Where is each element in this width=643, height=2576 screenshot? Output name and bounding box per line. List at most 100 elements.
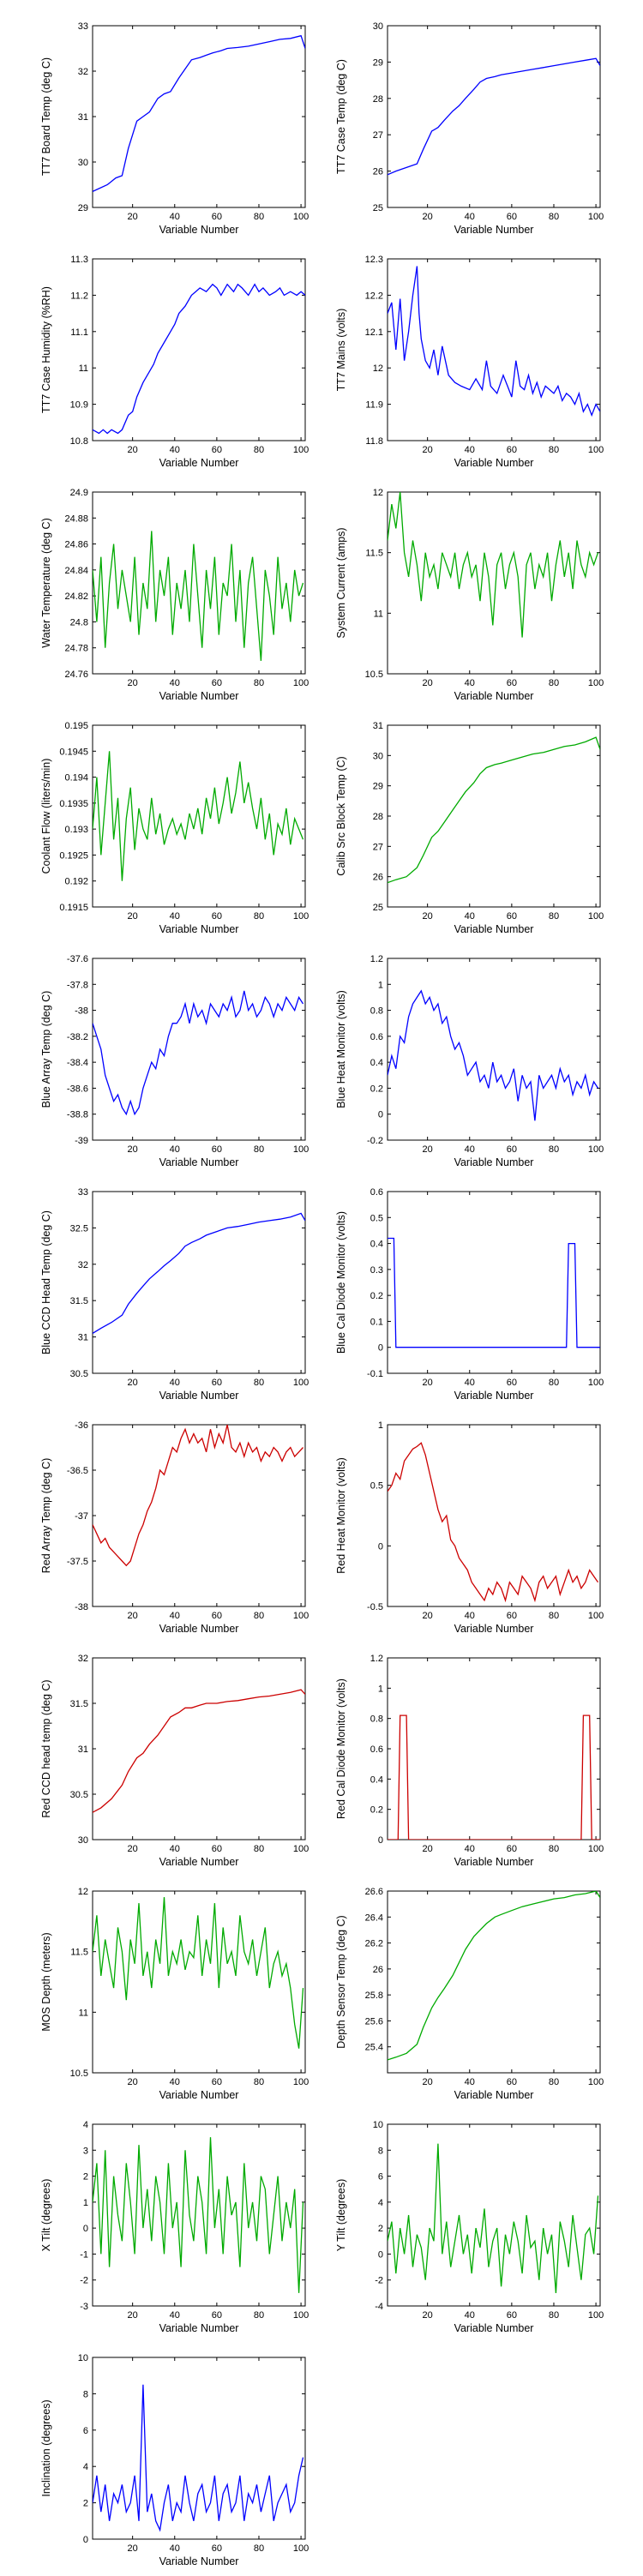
x-tick-label: 40 — [465, 1844, 475, 1854]
x-tick-label: 40 — [170, 678, 180, 688]
y-tick-label: 0.2 — [370, 1291, 383, 1301]
y-tick-label: 12 — [78, 1887, 88, 1897]
y-tick-label: 0.1 — [370, 1317, 383, 1327]
y-tick-label: 33 — [78, 21, 88, 32]
y-tick-label: 0.195 — [64, 721, 88, 731]
series-line — [388, 2143, 599, 2293]
y-tick-label: 31 — [78, 1333, 88, 1343]
y-tick-label: 1.2 — [370, 954, 383, 964]
x-tick-label: 80 — [549, 1844, 559, 1854]
x-tick-label: 60 — [507, 2077, 517, 2087]
y-tick-label: 10 — [78, 2353, 88, 2363]
y-tick-label: 30 — [78, 1835, 88, 1846]
series-line — [93, 2137, 304, 2293]
y-tick-label: 0.1925 — [59, 850, 88, 861]
x-tick-label: 40 — [465, 2310, 475, 2321]
x-tick-label: 100 — [588, 911, 604, 922]
y-tick-label: -0.5 — [367, 1602, 383, 1612]
y-tick-label: 12.1 — [365, 327, 383, 338]
y-tick-label: 26 — [373, 873, 383, 883]
x-tick-label: 100 — [588, 1844, 604, 1854]
x-tick-label: 20 — [423, 911, 433, 922]
y-tick-label: -38.8 — [67, 1110, 88, 1120]
y-tick-label: 10.5 — [70, 2069, 88, 2079]
y-tick-label: 0.192 — [64, 877, 88, 887]
y-tick-label: 31.5 — [70, 1296, 88, 1306]
x-tick-label: 40 — [170, 1844, 180, 1854]
y-tick-label: -37.8 — [67, 980, 88, 990]
x-tick-label: 80 — [254, 678, 264, 688]
y-tick-label: 26 — [373, 1965, 383, 1975]
plot-frame — [92, 1191, 306, 1374]
y-tick-label: 11.5 — [365, 549, 383, 559]
plot-frame — [387, 1191, 601, 1374]
plot-frame — [92, 2123, 306, 2307]
y-tick-label: 8 — [378, 2146, 383, 2156]
series-line — [93, 34, 305, 192]
x-tick-label: 100 — [293, 1611, 309, 1621]
x-tick-label: 60 — [507, 445, 517, 455]
x-axis-label: Variable Number — [159, 690, 239, 702]
chart-panel-2: 20 40 60 80 100 25 26 27 28 29 30 Variable Number TT… — [335, 21, 604, 236]
y-tick-label: 30 — [78, 158, 88, 168]
y-axis-label: X Tilt (degrees) — [40, 2179, 52, 2252]
chart-panel-10: 20 40 60 80 100 -0.2 0 0.2 0.4 0.6 0.8 1 1.2 Variable… — [335, 954, 604, 1168]
chart-panel-1: 20 40 60 80 100 29 30 31 32 33 Variable Number TT7 … — [40, 21, 309, 236]
x-tick-label: 60 — [507, 1144, 517, 1155]
y-tick-label: -4 — [375, 2302, 383, 2312]
y-tick-label: 11.2 — [70, 291, 88, 301]
x-tick-label: 80 — [254, 212, 264, 222]
x-tick-label: 100 — [293, 1144, 309, 1155]
y-tick-label: -38 — [75, 1602, 88, 1612]
x-tick-label: 100 — [293, 2543, 309, 2554]
y-tick-label: 0.1945 — [59, 747, 88, 757]
x-tick-label: 80 — [549, 1144, 559, 1155]
series-line — [93, 1212, 305, 1334]
y-tick-label: 0 — [83, 2224, 88, 2234]
y-tick-label: 29 — [78, 203, 88, 213]
x-tick-label: 100 — [588, 678, 604, 688]
y-tick-label: 2 — [83, 2499, 88, 2509]
y-axis-label: Depth Sensor Temp (deg C) — [335, 1915, 347, 2048]
y-tick-label: 1.2 — [370, 1654, 383, 1664]
series-line — [93, 990, 304, 1116]
y-tick-label: 0.8 — [370, 1714, 383, 1725]
y-axis-label: Calib Src Block Temp (C) — [335, 756, 347, 875]
y-axis-label: Red CCD head temp (deg C) — [40, 1679, 52, 1817]
y-tick-label: -1 — [80, 2249, 88, 2260]
chart-panel-4: 20 40 60 80 100 11.8 11.9 12 12.1 12.2 12.3 Variabl… — [335, 255, 604, 469]
y-axis-label: TT7 Case Humidity (%RH) — [40, 286, 52, 413]
x-tick-label: 40 — [170, 1144, 180, 1155]
x-axis-label: Variable Number — [454, 1623, 534, 1635]
y-axis-label: System Current (amps) — [335, 527, 347, 638]
y-tick-label: 3 — [83, 2146, 88, 2156]
x-tick-label: 40 — [170, 2310, 180, 2321]
x-tick-label: 40 — [465, 1611, 475, 1621]
y-tick-label: 25 — [373, 203, 383, 213]
x-tick-label: 100 — [588, 212, 604, 222]
x-tick-label: 60 — [507, 911, 517, 922]
x-tick-label: 20 — [128, 1844, 138, 1854]
series-line — [93, 283, 305, 435]
plot-frame — [92, 25, 306, 208]
y-axis-label: Inclination (degrees) — [40, 2399, 52, 2496]
x-tick-label: 60 — [212, 1844, 222, 1854]
x-tick-label: 60 — [507, 1844, 517, 1854]
series-line — [388, 492, 599, 638]
y-tick-label: 12.2 — [365, 291, 383, 301]
y-axis-label: Red Array Temp (deg C) — [40, 1458, 52, 1574]
chart-panel-7: 20 40 60 80 100 0.1915 0.192 0.1925 0.193 0.1935 0… — [40, 721, 309, 935]
y-tick-label: 2 — [378, 2224, 383, 2234]
plot-frame — [92, 958, 306, 1141]
x-tick-label: 80 — [549, 212, 559, 222]
x-axis-label: Variable Number — [159, 2089, 239, 2101]
x-tick-label: 40 — [465, 1378, 475, 1388]
x-tick-label: 80 — [254, 1844, 264, 1854]
y-tick-label: 31.5 — [70, 1699, 88, 1709]
x-tick-label: 100 — [293, 445, 309, 455]
x-tick-label: 40 — [170, 212, 180, 222]
y-axis-label: Red Heat Monitor (volts) — [335, 1457, 347, 1573]
y-axis-label: Red Cal Diode Monitor (volts) — [335, 1678, 347, 1819]
chart-panel-16: 20 40 60 80 100 0 0.2 0.4 0.6 0.8 1 1.2 Variable Num… — [335, 1654, 604, 1868]
y-tick-label: -39 — [75, 1136, 88, 1146]
